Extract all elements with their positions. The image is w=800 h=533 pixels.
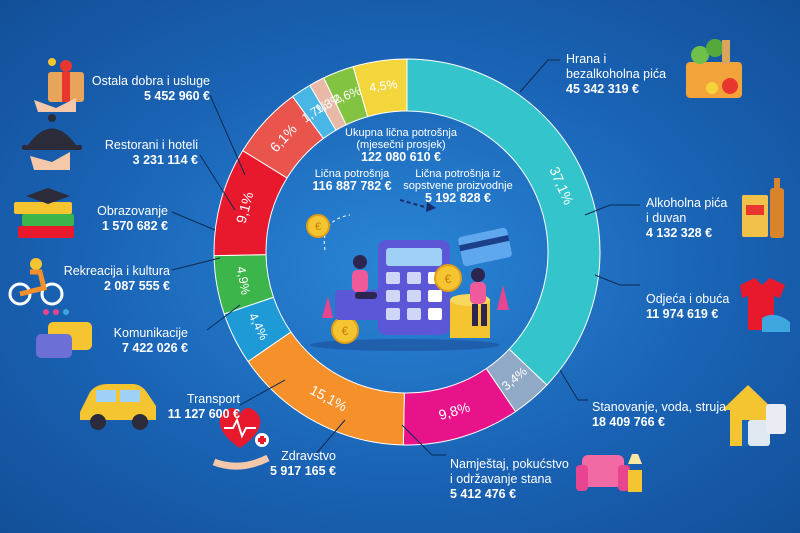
svg-text:€: €	[445, 272, 452, 286]
total-sub: (mjesečni prosjek)	[356, 139, 446, 151]
own-label-line1: Lična potrošnja iz	[415, 168, 501, 180]
value-furniture: 5 412 476 €	[450, 487, 517, 501]
cyclist-icon	[8, 258, 64, 306]
label-clothes: Odjeća i obuća 11 974 619 €	[646, 292, 729, 322]
value-food: 45 342 319 €	[566, 82, 639, 96]
svg-text:€: €	[342, 324, 349, 338]
value-comms: 7 422 026 €	[121, 341, 188, 355]
house-icon	[722, 385, 786, 446]
label-transport: Transport 11 127 600 €	[150, 392, 240, 422]
books-icon	[14, 188, 74, 238]
label-education: Obrazovanje 1 570 682 €	[88, 204, 168, 234]
personal-value: 116 887 782 €	[312, 179, 392, 193]
own-value: 5 192 828 €	[424, 191, 492, 205]
gift-box-icon	[34, 58, 84, 112]
label-comms: Komunikacije 7 422 026 €	[100, 326, 188, 356]
value-health: 5 917 165 €	[269, 464, 336, 478]
center-personal: Lična potrošnja 116 887 782 €	[302, 168, 402, 193]
label-health-name: Zdravstvo	[281, 449, 336, 463]
grocery-bag-icon	[686, 39, 742, 98]
value-other: 5 452 960 €	[143, 89, 210, 103]
cloche-icon	[22, 114, 82, 170]
label-recreation-name: Rekreacija i kultura	[63, 264, 170, 278]
donut-slice-0	[406, 58, 601, 386]
personal-label: Lična potrošnja	[314, 168, 390, 180]
label-alcohol-line1: Alkoholna pića	[646, 196, 728, 210]
label-furniture-line2: i održavanje stana	[450, 472, 552, 486]
label-furniture-line1: Namještaj, pokućstvo	[450, 457, 569, 471]
label-food: Hrana i bezalkoholna pića 45 342 319 €	[566, 52, 666, 97]
label-other: Ostala dobra i usluge 5 452 960 €	[80, 74, 210, 104]
label-alcohol-line2: i duvan	[646, 211, 687, 225]
label-other-name: Ostala dobra i usluge	[91, 74, 210, 88]
total-label: Ukupna lična potrošnja	[345, 127, 457, 139]
value-restaurants: 3 231 114 €	[132, 153, 198, 167]
label-housing-name: Stanovanje, voda, struja	[592, 400, 727, 414]
label-restaurants-name: Restorani i hoteli	[104, 138, 198, 152]
value-recreation: 2 087 555 €	[103, 279, 170, 293]
donut-slice-11	[352, 58, 408, 118]
leader-lines	[171, 59, 640, 456]
value-clothes: 11 974 619 €	[646, 307, 719, 321]
value-housing: 18 409 766 €	[592, 415, 665, 429]
label-transport-name: Transport	[186, 392, 240, 406]
label-education-name: Obrazovanje	[97, 204, 168, 218]
slice-percent-label-5: 4,9%	[234, 265, 253, 295]
calculator-illustration: € € €	[306, 199, 512, 351]
label-health: Zdravstvo 5 917 165 €	[262, 449, 336, 479]
car-icon	[80, 384, 156, 430]
center-total: Ukupna lična potrošnja (mjesečni prosjek…	[338, 127, 464, 164]
chat-bubbles-icon	[36, 309, 92, 358]
armchair-icon	[576, 454, 642, 492]
heart-health-icon	[212, 408, 270, 470]
value-transport: 11 127 600 €	[167, 407, 240, 421]
label-food-line2: bezalkoholna pića	[566, 67, 667, 81]
label-clothes-name: Odjeća i obuća	[646, 292, 730, 306]
value-education: 1 570 682 €	[101, 219, 168, 233]
label-restaurants: Restorani i hoteli 3 231 114 €	[86, 138, 198, 168]
center-own: Lična potrošnja iz sopstvene proizvodnje…	[398, 168, 518, 205]
label-comms-name: Komunikacije	[113, 326, 188, 340]
label-furniture: Namještaj, pokućstvo i održavanje stana …	[450, 457, 569, 502]
own-label-line2: sopstvene proizvodnje	[403, 180, 513, 192]
label-recreation: Rekreacija i kultura 2 087 555 €	[44, 264, 170, 294]
label-housing: Stanovanje, voda, struja 18 409 766 €	[592, 400, 726, 430]
slice-percent-label-11: 4,5%	[368, 77, 398, 95]
label-alcohol: Alkoholna pića i duvan 4 132 328 €	[646, 196, 727, 241]
label-food-line1: Hrana i	[566, 52, 607, 66]
shirt-shoe-icon	[740, 278, 790, 332]
bottles-icon	[742, 178, 784, 238]
total-value: 122 080 610 €	[361, 150, 441, 164]
svg-text:€: €	[315, 221, 321, 233]
value-alcohol: 4 132 328 €	[646, 226, 713, 240]
